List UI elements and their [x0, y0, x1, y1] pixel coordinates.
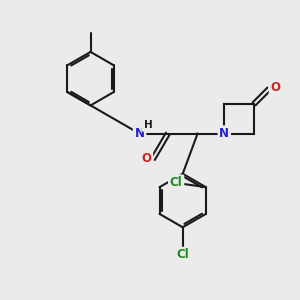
Text: O: O	[141, 152, 152, 165]
Text: O: O	[270, 81, 280, 94]
Text: Cl: Cl	[170, 176, 182, 189]
Text: H: H	[143, 120, 152, 130]
Text: N: N	[135, 127, 145, 140]
Text: Cl: Cl	[176, 248, 189, 261]
Text: N: N	[219, 127, 229, 140]
